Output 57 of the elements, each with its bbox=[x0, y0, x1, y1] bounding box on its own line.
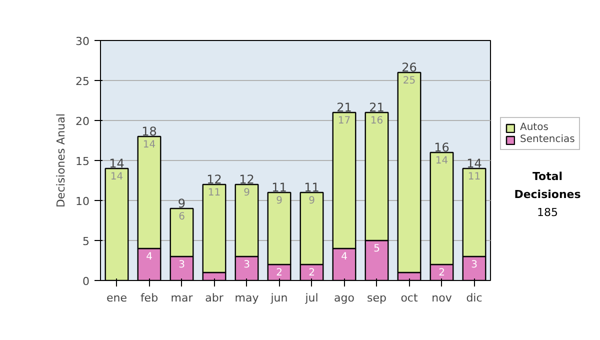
data-label: 14 bbox=[142, 140, 156, 150]
legend-label: Autos bbox=[520, 122, 548, 133]
data-label: 4 bbox=[146, 252, 152, 262]
x-tick-label: abr bbox=[205, 292, 224, 304]
data-label: 3 bbox=[471, 260, 478, 270]
data-label: 5 bbox=[374, 244, 380, 254]
x-tick-label: jun bbox=[270, 292, 288, 304]
data-label: 16 bbox=[370, 116, 384, 126]
data-label: 3 bbox=[244, 260, 250, 270]
data-label: 9 bbox=[308, 196, 315, 206]
x-tick-label: nov bbox=[432, 292, 452, 304]
data-label: 2 bbox=[438, 268, 445, 278]
data-label: 2 bbox=[276, 268, 282, 278]
text: 185 bbox=[536, 205, 559, 221]
total-label: 11 bbox=[304, 180, 320, 194]
y-tick-label: 0 bbox=[82, 275, 90, 288]
total-label: 14 bbox=[466, 156, 482, 170]
x-tick-label: may bbox=[234, 292, 260, 304]
data-label: 14 bbox=[435, 156, 448, 166]
x-tick-label: feb bbox=[140, 292, 158, 304]
total-label: 21 bbox=[336, 100, 352, 114]
data-label: 4 bbox=[341, 252, 348, 262]
x-tick-label: sep bbox=[367, 292, 387, 304]
y-tick-label: 30 bbox=[76, 35, 90, 48]
y-tick-label: 20 bbox=[76, 115, 90, 128]
x-tick-label: oct bbox=[400, 292, 418, 304]
y-axis-title: Decisiones Anual bbox=[54, 113, 68, 208]
data-label: 9 bbox=[244, 188, 250, 198]
y-tick-label: 10 bbox=[76, 195, 90, 208]
total-label: 12 bbox=[239, 172, 254, 186]
x-tick-label: mar bbox=[170, 292, 194, 304]
total-label: 9 bbox=[178, 196, 186, 210]
data-label: 17 bbox=[338, 116, 351, 126]
total-label: 26 bbox=[402, 60, 417, 74]
total-label: 21 bbox=[369, 100, 384, 114]
x-tick-label: ene bbox=[106, 292, 128, 304]
data-label: 9 bbox=[276, 196, 282, 206]
data-label: 6 bbox=[178, 212, 185, 222]
total-label: 16 bbox=[434, 140, 450, 154]
y-tick-label: 5 bbox=[82, 235, 90, 248]
data-label: 14 bbox=[110, 172, 124, 182]
data-label: 3 bbox=[178, 260, 185, 270]
total-label: 12 bbox=[206, 172, 222, 186]
x-tick-label: jul bbox=[304, 292, 318, 304]
total-label: 14 bbox=[109, 156, 124, 170]
data-label: 11 bbox=[468, 172, 481, 182]
x-tick-label: dic bbox=[466, 292, 482, 304]
legend-label: Sentencias bbox=[520, 134, 575, 145]
y-tick-label: 15 bbox=[76, 155, 90, 168]
total-label: 11 bbox=[272, 180, 287, 194]
total-label: 18 bbox=[142, 124, 157, 138]
y-tick-label: 25 bbox=[76, 75, 90, 88]
text: Total Decisiones bbox=[513, 169, 582, 203]
data-label: 11 bbox=[208, 188, 221, 198]
data-label: 2 bbox=[308, 268, 315, 278]
data-label: 25 bbox=[402, 76, 416, 86]
x-tick-label: ago bbox=[334, 292, 355, 304]
